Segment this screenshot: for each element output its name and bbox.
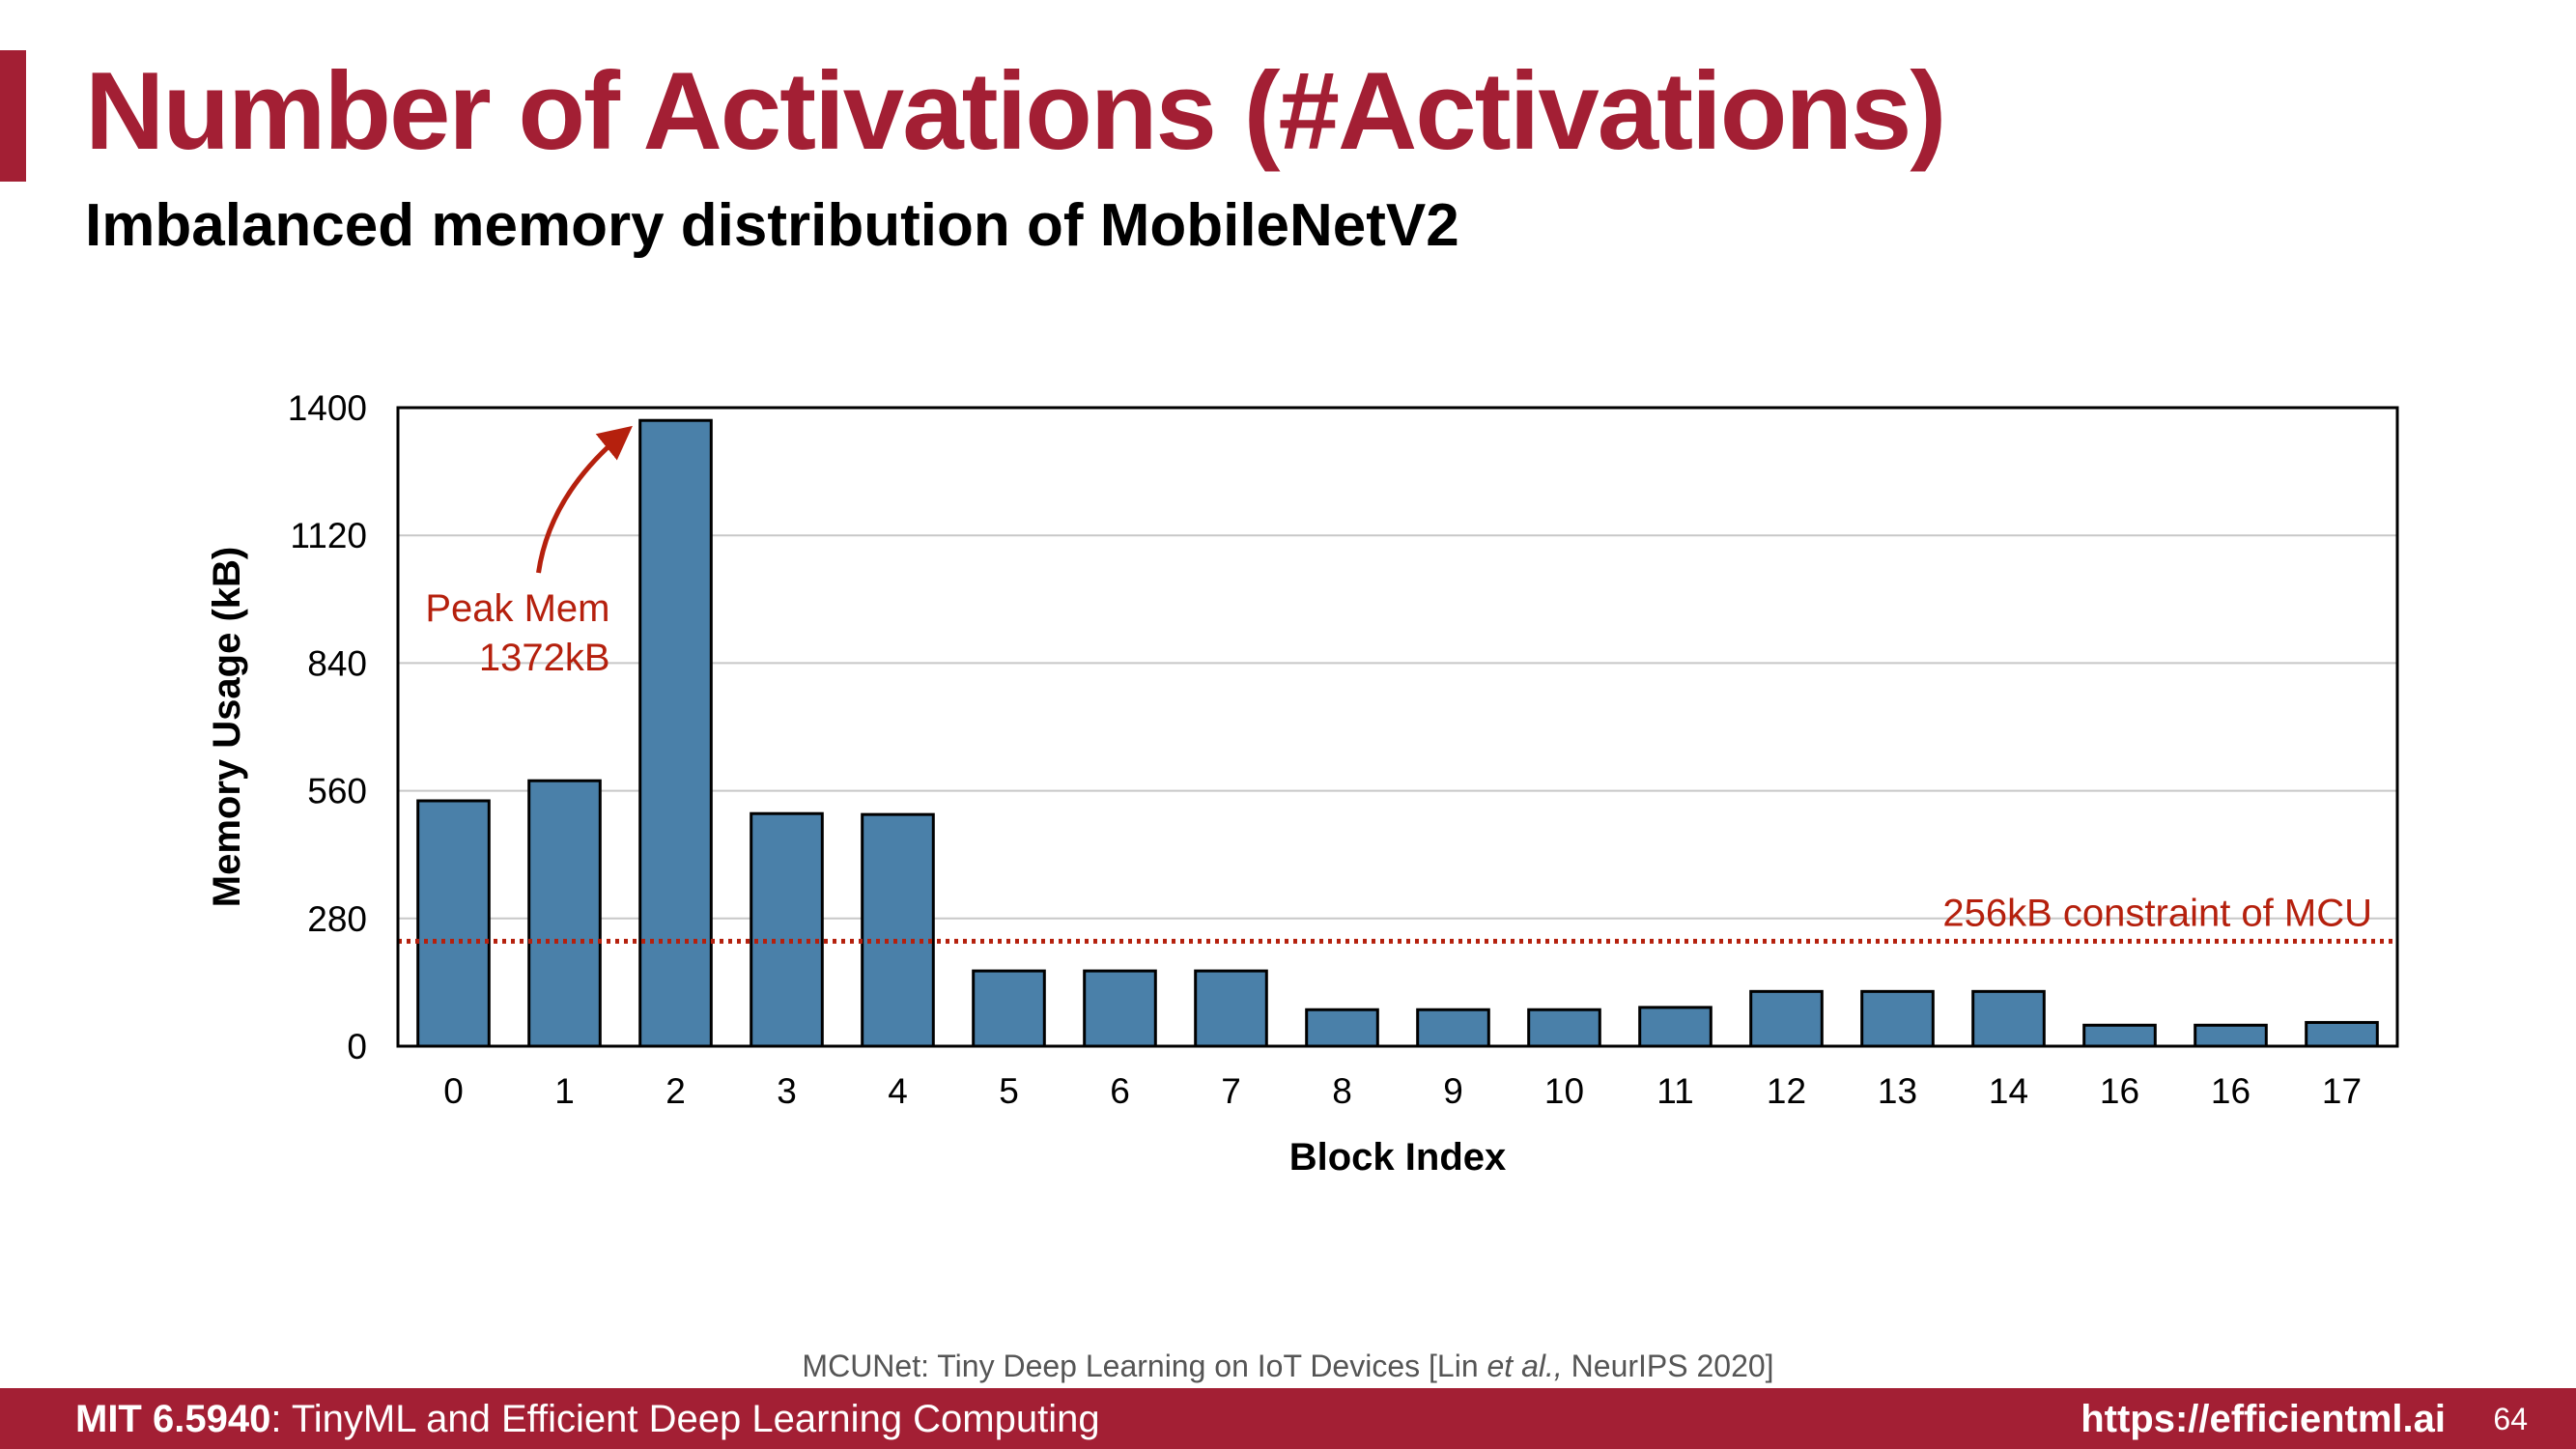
y-tick-labels: 0 280 560 840 1120 1400 [288, 388, 367, 1066]
footer-course-code: MIT 6.5940 [75, 1398, 271, 1440]
y-tick-label: 0 [347, 1027, 367, 1066]
x-tick-label: 14 [1989, 1071, 2028, 1111]
peak-mem-annotation: Peak Mem [425, 587, 609, 630]
footer-bar: MIT 6.5940: TinyML and Efficient Deep Le… [0, 1388, 2576, 1449]
y-tick-label: 1400 [288, 388, 367, 428]
x-axis-label: Block Index [1289, 1136, 1507, 1179]
x-tick-label: 11 [1656, 1071, 1693, 1111]
y-tick-label: 560 [307, 772, 367, 811]
footer-url-link[interactable]: https://efficientml.ai [2081, 1398, 2446, 1440]
x-tick-label: 16 [2100, 1071, 2139, 1111]
x-tick-label: 3 [777, 1071, 797, 1111]
bar-block-17 [2305, 1020, 2379, 1048]
page-number: 64 [2493, 1402, 2528, 1436]
peak-mem-value-annotation: 1372kB [479, 637, 610, 679]
footer-course-title: : TinyML and Efficient Deep Learning Com… [270, 1398, 1100, 1440]
y-tick-label: 1120 [290, 516, 367, 555]
x-tick-labels: 0 1 2 3 4 5 6 7 8 9 10 11 12 13 14 16 16 17 [443, 1071, 2362, 1111]
bar-block-5 [972, 969, 1046, 1048]
bar-block-12 [1749, 989, 1824, 1048]
bar-block-9 [1416, 1008, 1490, 1048]
mcu-constraint-label: 256kB constraint of MCU [1942, 892, 2372, 934]
citation: MCUNet: Tiny Deep Learning on IoT Device… [0, 1349, 2576, 1384]
bar-chart: 256kB constraint of MCU 0280560840112014… [206, 388, 2399, 1179]
x-tick-label: 10 [1544, 1071, 1584, 1111]
x-tick-label: 12 [1767, 1071, 1806, 1111]
slide-subtitle: Imbalanced memory distribution of Mobile… [85, 192, 1459, 259]
plot-frame [396, 406, 2399, 1048]
citation-end: NeurIPS 2020] [1562, 1349, 1774, 1383]
x-tick-label: 7 [1221, 1071, 1241, 1111]
bar-block-7 [1194, 969, 1268, 1048]
y-tick-label: 840 [307, 643, 367, 683]
y-axis-label: Memory Usage (kB) [206, 547, 248, 907]
bar-block-11 [1638, 1006, 1713, 1048]
bar-block-8 [1305, 1008, 1379, 1048]
x-tick-label: 6 [1110, 1071, 1130, 1111]
slide-title: Number of Activations (#Activations) [85, 50, 1946, 173]
x-tick-label: 9 [1443, 1071, 1463, 1111]
bar-block-3 [750, 811, 824, 1048]
footer-course: MIT 6.5940: TinyML and Efficient Deep Le… [75, 1398, 1100, 1441]
x-tick-label: 1 [554, 1071, 575, 1111]
bar-block-14 [1971, 989, 2046, 1048]
bar-block-10 [1527, 1008, 1601, 1048]
grid-lines [398, 534, 2397, 920]
x-tick-label: 8 [1332, 1071, 1352, 1111]
bars [416, 418, 2379, 1048]
citation-et-al: et al., [1486, 1349, 1563, 1383]
bar-block-13 [1860, 989, 1935, 1048]
bar-block-0 [416, 799, 491, 1048]
x-tick-label: 13 [1878, 1071, 1917, 1111]
x-tick-label: 5 [999, 1071, 1019, 1111]
y-tick-label: 280 [307, 899, 367, 939]
x-tick-label: 0 [443, 1071, 464, 1111]
bar-block-1 [527, 779, 602, 1048]
peak-mem-arrow [536, 425, 633, 574]
bar-block-6 [1083, 969, 1157, 1048]
x-tick-label: 17 [2322, 1071, 2362, 1111]
x-tick-label: 2 [665, 1071, 686, 1111]
bar-block-16 [2194, 1023, 2268, 1048]
bar-block-16 [2082, 1023, 2157, 1048]
bar-block-2 [638, 418, 713, 1048]
x-tick-label: 16 [2211, 1071, 2250, 1111]
bar-block-4 [861, 812, 935, 1048]
citation-main: MCUNet: Tiny Deep Learning on IoT Device… [802, 1349, 1487, 1383]
title-accent-bar [0, 50, 26, 182]
x-tick-label: 4 [888, 1071, 908, 1111]
